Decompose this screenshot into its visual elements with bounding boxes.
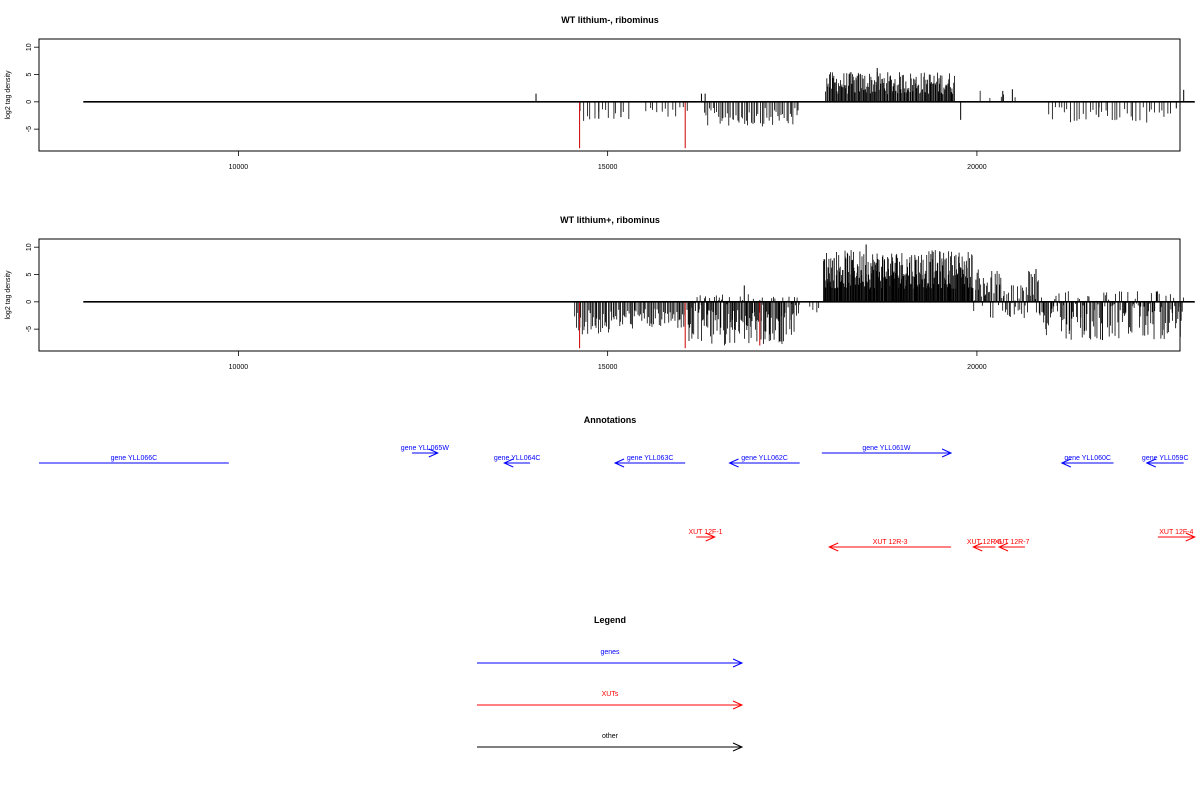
xut-label: XUT 12F-1 [688,529,722,536]
gene-arrow: gene YLL061W [821,445,953,458]
gene-annotations: gene YLL066C gene YLL065W gene YLL064C gene… [39,445,1189,468]
xut-label: XUT 12F-4 [1159,529,1193,536]
track-2-axes: 10 5 0 -5 10000 15000 20000 [26,243,987,371]
legend-title: Legend [594,615,626,625]
gene-arrow: gene YLL064C [494,455,541,468]
x-tick-label: 15000 [598,364,618,371]
xut-label: XUT 12R-3 [873,539,908,546]
legend-panel: Legend genes XUTs other [477,615,744,752]
track-2-title: WT lithium+, ribominus [560,215,660,225]
y-tick-label: 10 [26,43,33,51]
track-1-axes: 10 5 0 -5 10000 15000 20000 [26,43,987,171]
track-panel-2: WT lithium+, ribominus log2 tag density … [5,215,1195,371]
gene-label: gene YLL059C [1142,455,1189,462]
track-2-bars [83,244,1195,349]
x-tick-label: 20000 [967,164,987,171]
track-1-plot-frame [38,38,1181,152]
track-1-bars [83,67,1195,149]
legend-label: genes [600,649,620,656]
track-1-ylabel: log2 tag density [5,70,12,120]
y-tick-label: 0 [26,100,33,104]
gene-label: gene YLL066C [111,455,158,462]
legend-label: other [602,733,619,740]
gene-arrow: gene YLL065W [401,445,450,458]
y-tick-label: 10 [26,243,33,251]
gene-label: gene YLL062C [741,455,788,462]
gene-label: gene YLL063C [627,455,674,462]
track-2-ylabel: log2 tag density [5,270,12,320]
y-tick-label: -5 [26,126,33,132]
gene-arrow: gene YLL060C [1060,455,1114,468]
y-tick-label: 5 [26,272,33,276]
xut-label: XUT 12R-6 [967,539,1002,546]
xut-arrow: XUT 12R-7 [995,539,1030,552]
gene-label: gene YLL060C [1064,455,1111,462]
gene-arrow: gene YLL062C [728,455,800,468]
legend-arrow: XUTs [477,691,744,710]
legend-label: XUTs [602,691,619,698]
x-tick-label: 10000 [229,364,249,371]
legend-items: genes XUTs other [477,649,744,752]
xut-label: XUT 12R-7 [995,539,1030,546]
x-tick-label: 20000 [967,364,987,371]
legend-arrow: genes [477,649,744,668]
xut-arrow: XUT 12F-4 [1157,529,1197,542]
y-tick-label: 5 [26,72,33,76]
y-tick-label: 0 [26,300,33,304]
y-tick-label: -5 [26,326,33,332]
track-1-title: WT lithium-, ribominus [561,15,659,25]
xut-arrow: XUT 12R-3 [827,539,952,552]
gene-label: gene YLL065W [401,445,450,452]
gene-arrow: gene YLL066C [39,455,229,464]
legend-arrow: other [477,733,744,752]
gene-arrow: gene YLL059C [1142,455,1189,468]
xut-arrow: XUT 12R-6 [967,539,1002,552]
annotations-title: Annotations [584,415,637,425]
x-tick-label: 15000 [598,164,618,171]
gene-arrow: gene YLL063C [613,455,686,468]
gene-label: gene YLL064C [494,455,541,462]
track-2-plot-frame [38,238,1181,352]
gene-label: gene YLL061W [862,445,911,452]
track-panel-1: WT lithium-, ribominus log2 tag density … [5,15,1195,171]
xut-arrow: XUT 12F-1 [688,529,723,542]
x-tick-label: 10000 [229,164,249,171]
